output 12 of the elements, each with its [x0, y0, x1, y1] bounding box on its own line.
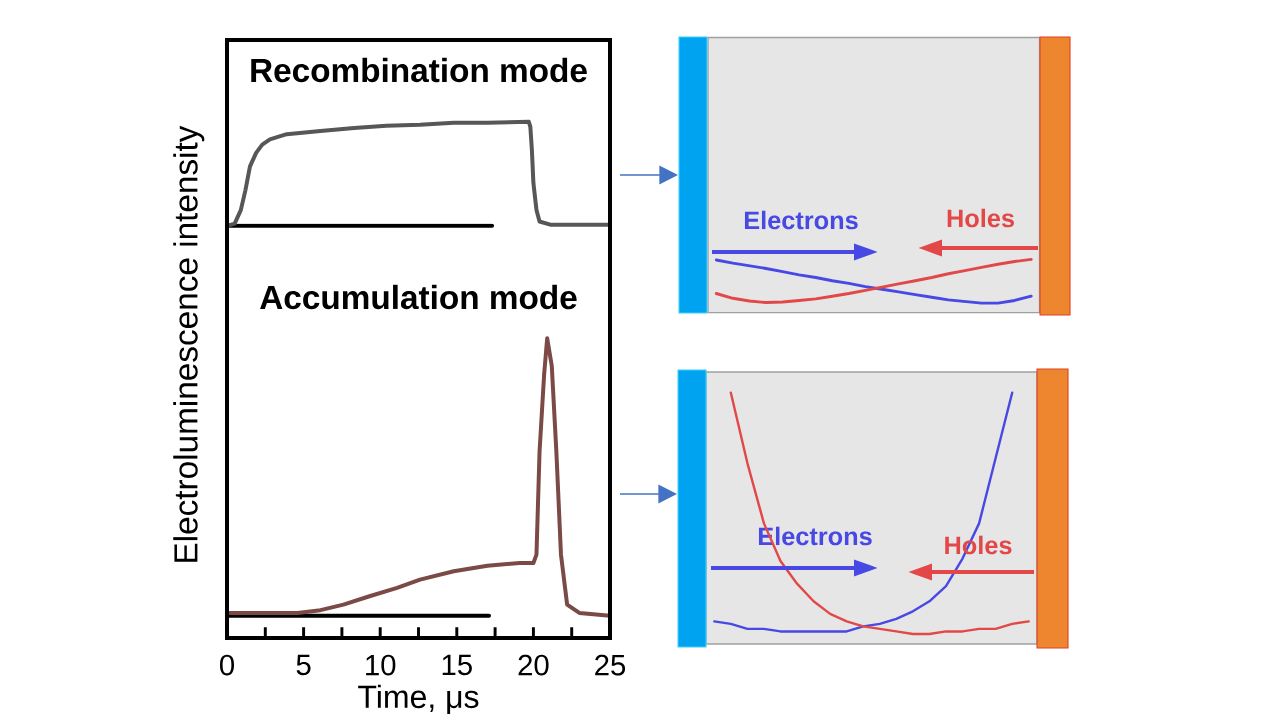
- y-axis-title: Electroluminescence intensity: [173, 125, 205, 562]
- series-label: Electrons: [744, 210, 858, 230]
- x-tick-label: 25: [595, 654, 626, 676]
- x-tick-label: 0: [220, 654, 235, 676]
- x-axis-title: Time, μs: [358, 684, 479, 714]
- x-tick-label: 10: [366, 654, 396, 676]
- x-tick-label: 20: [518, 654, 549, 676]
- series-label: Holes: [947, 208, 1014, 228]
- x-tick-label: 15: [442, 654, 472, 676]
- x-tick-label: 5: [296, 654, 311, 676]
- chart-title: Accumulation mode: [260, 284, 577, 310]
- chart-title: Recombination mode: [251, 57, 587, 83]
